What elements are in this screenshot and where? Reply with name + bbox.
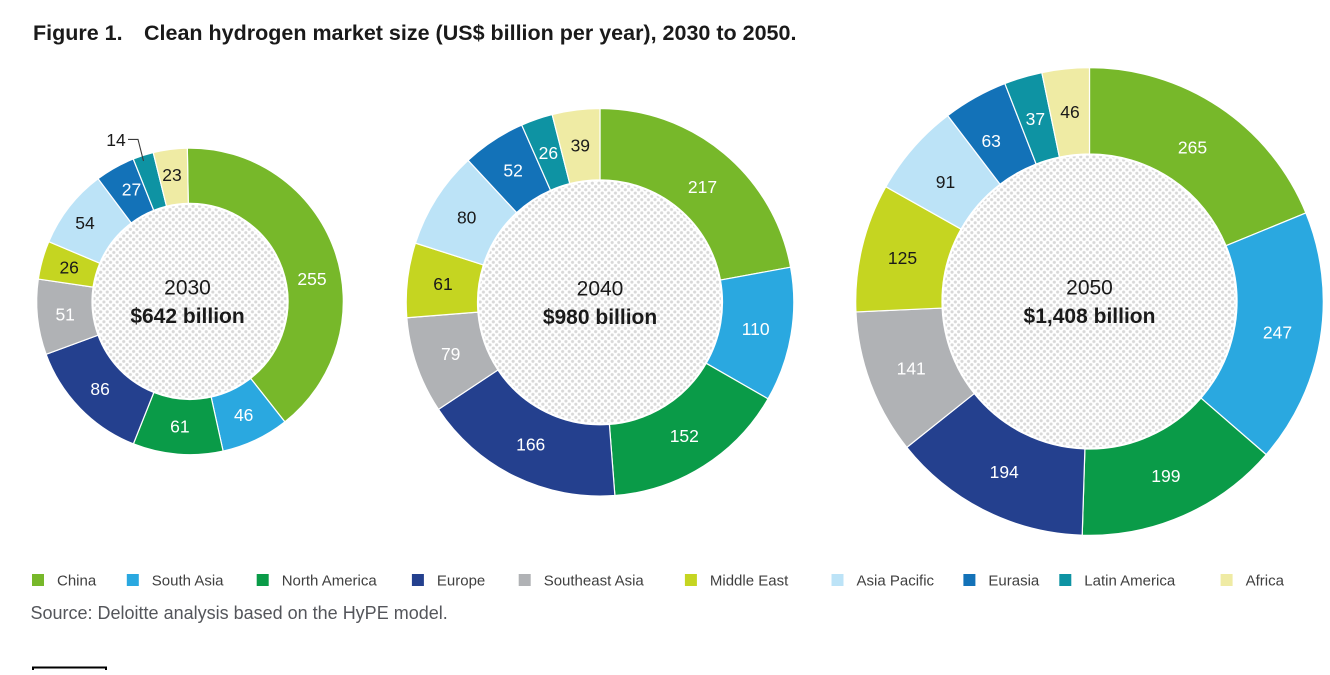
svg-text:2050: 2050 bbox=[1066, 277, 1113, 300]
svg-text:26: 26 bbox=[539, 143, 558, 163]
svg-text:110: 110 bbox=[742, 319, 770, 339]
svg-text:$980 billion: $980 billion bbox=[543, 306, 657, 329]
svg-text:23: 23 bbox=[162, 165, 181, 185]
svg-text:61: 61 bbox=[170, 417, 189, 437]
svg-text:Latin America: Latin America bbox=[1084, 573, 1176, 590]
svg-text:52: 52 bbox=[503, 160, 522, 180]
svg-text:86: 86 bbox=[90, 379, 109, 399]
svg-text:27: 27 bbox=[122, 180, 141, 200]
svg-text:$1,408 billion: $1,408 billion bbox=[1024, 305, 1156, 328]
svg-text:80: 80 bbox=[457, 208, 477, 228]
svg-text:46: 46 bbox=[234, 405, 253, 425]
svg-text:Southeast Asia: Southeast Asia bbox=[544, 573, 645, 590]
svg-text:61: 61 bbox=[433, 274, 452, 294]
svg-text:247: 247 bbox=[1263, 322, 1292, 342]
svg-text:199: 199 bbox=[1151, 466, 1180, 486]
svg-text:265: 265 bbox=[1178, 138, 1207, 158]
svg-text:63: 63 bbox=[981, 131, 1000, 151]
svg-text:79: 79 bbox=[441, 344, 460, 364]
svg-text:255: 255 bbox=[297, 269, 326, 289]
svg-text:Source: Deloitte analysis base: Source: Deloitte analysis based on the H… bbox=[31, 603, 448, 623]
svg-text:54: 54 bbox=[75, 213, 95, 233]
svg-text:Middle East: Middle East bbox=[710, 573, 789, 590]
svg-text:217: 217 bbox=[688, 177, 717, 197]
svg-text:South Asia: South Asia bbox=[152, 573, 224, 590]
svg-text:194: 194 bbox=[990, 462, 1019, 482]
svg-text:166: 166 bbox=[516, 434, 545, 454]
svg-text:91: 91 bbox=[936, 172, 955, 192]
svg-text:Africa: Africa bbox=[1246, 573, 1285, 590]
svg-text:Figure 1.: Figure 1. bbox=[33, 21, 123, 45]
svg-text:North America: North America bbox=[282, 573, 378, 590]
svg-text:152: 152 bbox=[670, 426, 699, 446]
svg-text:Asia Pacific: Asia Pacific bbox=[857, 573, 935, 590]
svg-text:China: China bbox=[57, 573, 97, 590]
svg-text:Europe: Europe bbox=[437, 573, 485, 590]
svg-text:2030: 2030 bbox=[164, 276, 211, 299]
svg-text:125: 125 bbox=[888, 248, 917, 268]
svg-text:26: 26 bbox=[59, 258, 78, 278]
svg-text:39: 39 bbox=[571, 136, 590, 156]
svg-text:Clean hydrogen market size (US: Clean hydrogen market size (US$ billion … bbox=[144, 21, 796, 45]
svg-text:Eurasia: Eurasia bbox=[988, 573, 1040, 590]
svg-text:46: 46 bbox=[1060, 102, 1079, 122]
svg-text:$642 billion: $642 billion bbox=[130, 305, 244, 328]
svg-text:2040: 2040 bbox=[577, 277, 624, 300]
svg-text:141: 141 bbox=[897, 359, 926, 379]
svg-text:51: 51 bbox=[55, 304, 74, 324]
svg-text:14: 14 bbox=[106, 130, 126, 150]
svg-text:37: 37 bbox=[1026, 109, 1045, 129]
